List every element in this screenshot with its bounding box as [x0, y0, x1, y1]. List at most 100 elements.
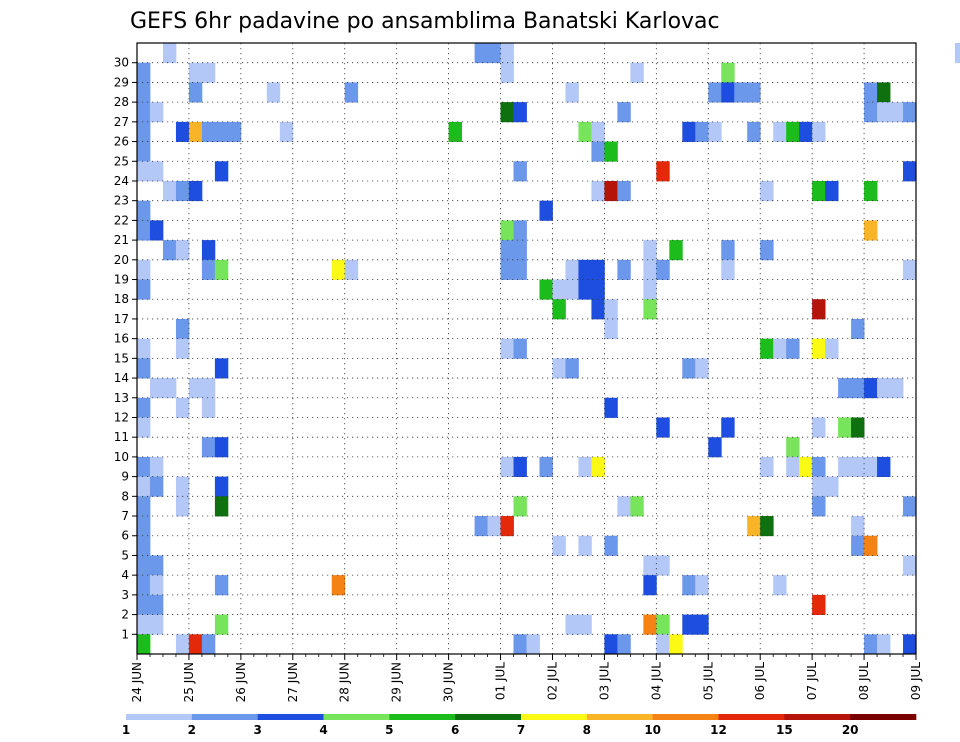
heatmap-cell: [175, 240, 190, 261]
legend-label: 5: [385, 723, 393, 737]
heatmap-cell: [721, 240, 735, 261]
heatmap-cell: [773, 338, 787, 359]
heatmap-cell: [851, 456, 865, 478]
heatmap-cell: [682, 575, 696, 596]
heatmap-cell: [604, 634, 618, 655]
y-tick-label: 6: [121, 529, 129, 543]
legend-label: 6: [451, 723, 459, 737]
legend-swatch: [191, 714, 258, 720]
heatmap-cell: [890, 378, 904, 399]
heatmap-cell: [188, 180, 203, 202]
heatmap-cell: [526, 634, 540, 655]
grid-lines: [137, 43, 916, 654]
heatmap-cell: [201, 437, 216, 458]
x-tick-label: 25 JUN: [182, 662, 196, 702]
legend-label: 15: [776, 723, 793, 737]
heatmap-cell: [565, 259, 579, 280]
y-tick-label: 16: [114, 332, 129, 346]
heatmap-cell: [604, 535, 618, 556]
heatmap-cell: [175, 476, 190, 497]
heatmap-cell: [137, 220, 151, 241]
heatmap-cell: [500, 516, 514, 537]
heatmap-cell: [864, 82, 878, 103]
heatmap-cell: [591, 259, 605, 280]
heatmap-cell: [513, 634, 527, 655]
heatmap-cell: [903, 496, 917, 517]
x-tick-label: 02 JUL: [545, 662, 559, 700]
y-tick-label: 9: [121, 470, 129, 484]
heatmap-cell: [877, 456, 891, 478]
heatmap-cell: [630, 496, 644, 517]
heatmap-cell: [149, 594, 164, 615]
heatmap-cell: [695, 614, 709, 635]
heatmap-cell: [201, 378, 216, 399]
heatmap-cell: [214, 614, 229, 635]
heatmap-cell: [175, 180, 190, 202]
heatmap-cell: [591, 279, 605, 300]
heatmap-cell: [643, 279, 657, 300]
heatmap-cell: [656, 417, 670, 438]
heatmap-cell: [591, 180, 605, 202]
heatmap-cell: [786, 338, 800, 359]
heatmap-cell: [500, 338, 514, 359]
heatmap-cell: [513, 456, 527, 478]
heatmap-cell: [877, 634, 891, 655]
heatmap-cell: [578, 121, 592, 142]
heatmap-cell: [760, 456, 774, 478]
heatmap-cell: [695, 575, 709, 596]
heatmap-cell: [500, 102, 514, 123]
heatmap-cell: [201, 240, 216, 261]
color-legend: 1 2 3 4 5 6 7 8 10 12 15 20: [122, 714, 917, 737]
heatmap-cell: [552, 299, 566, 320]
heatmap-cell: [214, 437, 229, 458]
heatmap-cell: [812, 456, 826, 478]
y-tick-label: 23: [114, 194, 129, 208]
heatmap-cell: [591, 121, 605, 142]
heatmap-cell: [864, 220, 878, 241]
heatmap-cell: [474, 43, 488, 64]
heatmap-cell: [682, 358, 696, 379]
heatmap-cell: [760, 240, 774, 261]
heatmap-cell: [617, 180, 631, 202]
heatmap-cell: [890, 102, 904, 123]
heatmap-cell: [903, 102, 917, 123]
heatmap-cell: [617, 259, 631, 280]
heatmap-cell: [188, 634, 203, 655]
heatmap-cell: [812, 299, 826, 320]
heatmap-cell: [591, 299, 605, 320]
heatmap-cell: [812, 594, 826, 615]
heatmap-cell: [851, 318, 865, 340]
chart-title: GEFS 6hr padavine po ansamblima Banatski…: [130, 9, 720, 34]
heatmap-cell: [734, 82, 748, 103]
heatmap-cell: [786, 121, 800, 142]
y-tick-label: 12: [114, 410, 129, 424]
heatmap-cell: [500, 240, 514, 261]
heatmap-cell: [201, 397, 216, 418]
heatmap-cell: [137, 535, 151, 556]
heatmap-cell: [721, 62, 735, 83]
heatmap-cell: [137, 259, 151, 280]
heatmap-cell: [851, 535, 865, 556]
heatmap-cell: [747, 121, 761, 142]
heatmap-cell: [825, 338, 839, 359]
heatmap-cell: [812, 338, 826, 359]
heatmap-cell: [656, 555, 670, 576]
heatmap-cell: [578, 535, 592, 556]
legend-label: 3: [253, 723, 261, 737]
heatmap-cell: [227, 121, 242, 142]
legend-label: 4: [319, 723, 327, 737]
heatmap-cell: [591, 456, 605, 478]
heatmap-cell: [838, 417, 852, 438]
y-tick-label: 13: [114, 391, 129, 405]
heatmap-cell: [565, 279, 579, 300]
y-tick-label: 27: [114, 115, 129, 129]
heatmap-cell: [149, 102, 164, 123]
y-tick-label: 7: [121, 509, 129, 523]
y-tick-label: 1: [121, 627, 129, 641]
legend-swatch: [652, 714, 719, 720]
x-tick-label: 05 JUL: [701, 662, 715, 700]
heatmap-cell: [630, 62, 644, 83]
heatmap-cell: [137, 200, 151, 221]
heatmap-cell: [500, 220, 514, 241]
